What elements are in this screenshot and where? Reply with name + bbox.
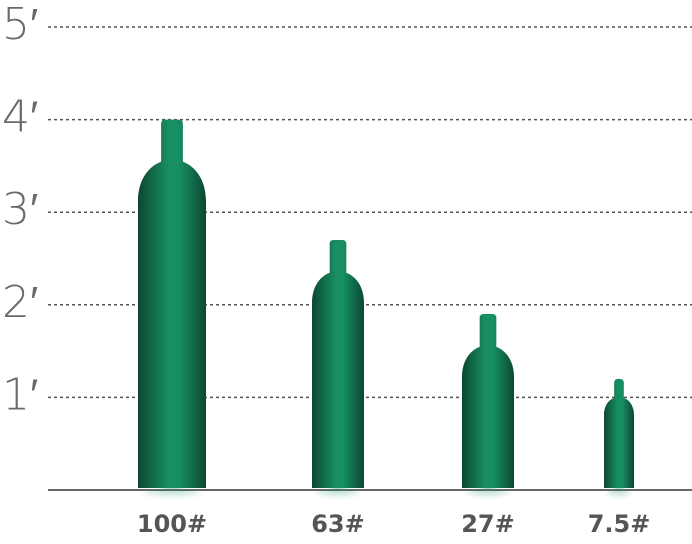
- y-tick-label: 5′: [2, 0, 38, 50]
- reflection: [138, 488, 206, 508]
- x-tick-label: 27#: [461, 510, 515, 538]
- y-tick-label: 1′: [2, 369, 38, 420]
- reflection: [312, 488, 364, 508]
- y-tick-label: 3′: [2, 184, 38, 235]
- x-tick-label: 63#: [311, 510, 365, 538]
- cylinder-shading: [138, 119, 206, 488]
- x-tick-label: 7.5#: [588, 510, 651, 538]
- y-tick-label: 4′: [2, 92, 38, 143]
- cylinder-shading: [604, 378, 634, 488]
- cylinder-shading: [312, 239, 364, 488]
- reflection: [604, 488, 634, 508]
- cylinder-shading: [462, 314, 514, 488]
- y-tick-label: 2′: [2, 277, 38, 328]
- reflection: [462, 488, 514, 508]
- x-tick-label: 100#: [137, 510, 207, 538]
